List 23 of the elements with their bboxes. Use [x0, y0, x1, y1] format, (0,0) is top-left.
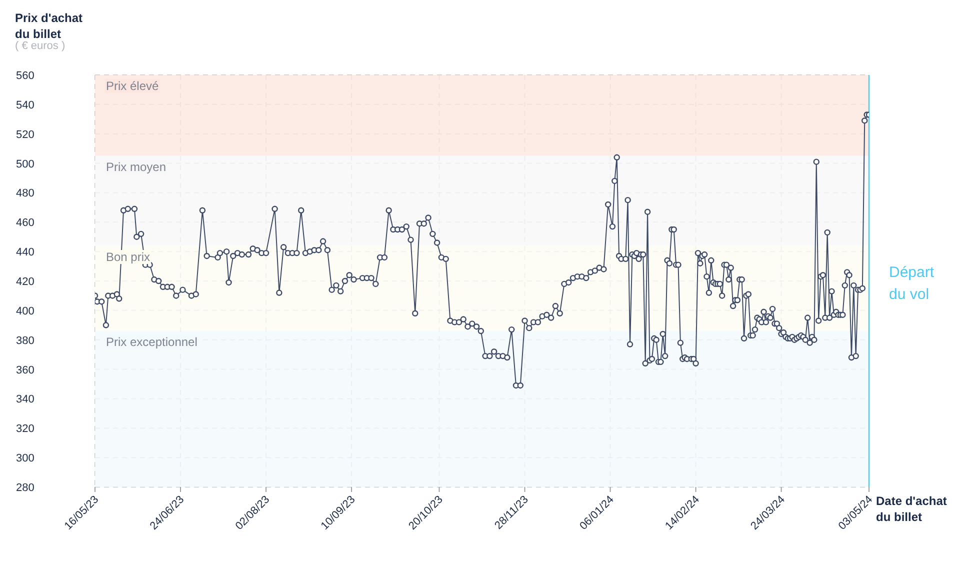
y-tick-label: 280	[16, 482, 34, 494]
y-tick-label: 340	[16, 394, 34, 406]
y-tick-label: 480	[16, 188, 34, 200]
y-tick-label: 380	[16, 334, 34, 347]
y-tick-label: 520	[16, 128, 34, 141]
band-label: Bon prix	[105, 250, 152, 264]
y-tick-label: 400	[16, 305, 34, 318]
text: ( € euros )	[15, 40, 66, 52]
band-label: Prix élevé	[105, 79, 160, 93]
y-tick-label: 500	[16, 158, 34, 170]
band-label: Prix exceptionnel	[105, 335, 198, 350]
y-tick-label: 360	[16, 364, 34, 376]
y-tick-label: 300	[16, 452, 34, 465]
y-tick-label: 320	[16, 423, 34, 436]
band-label: Prix moyen	[105, 160, 168, 174]
y-tick-label: 540	[16, 99, 34, 112]
y-tick-label: 440	[16, 246, 34, 259]
x-axis-title: Date d'achat du billet	[876, 493, 948, 525]
ref-line-label: Départ du vol	[889, 264, 935, 303]
y-tick-label: 420	[16, 276, 34, 288]
y-axis-title: Prix d'achat du billet	[15, 10, 84, 41]
y-tick-label: 460	[16, 217, 34, 230]
y-tick-label: 560	[16, 70, 34, 82]
